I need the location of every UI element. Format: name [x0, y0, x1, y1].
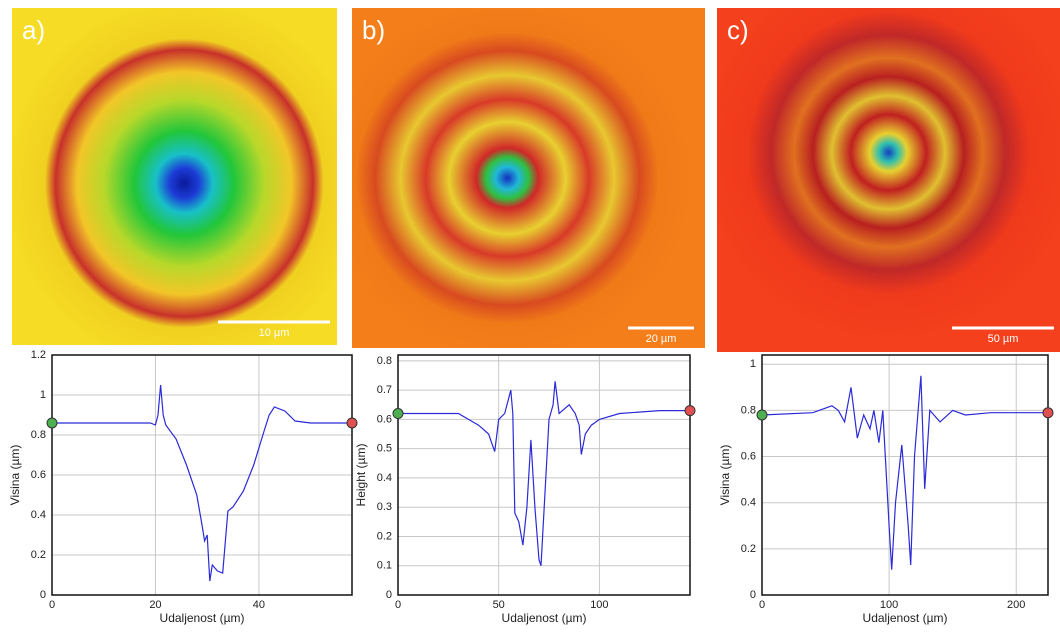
x-axis-title: Udaljenost (µm) — [863, 611, 948, 625]
start-marker — [46, 417, 58, 429]
x-tick-label: 40 — [253, 599, 265, 611]
y-tick-label: 1 — [40, 389, 46, 401]
plot-area — [762, 355, 1048, 595]
surface-image — [717, 8, 1060, 352]
start-marker — [756, 409, 768, 421]
plot-frame — [397, 354, 691, 596]
surface-image — [352, 8, 705, 348]
y-tick-label: 0.2 — [741, 543, 756, 555]
y-axis-title: Visina (µm) — [8, 445, 22, 506]
x-tick-label: 0 — [49, 599, 55, 611]
y-tick-label: 0 — [750, 589, 756, 601]
y-tick-label: 0.4 — [377, 472, 392, 484]
profile-line — [52, 384, 352, 582]
panel-label: b) — [362, 15, 385, 45]
scale-bar-label: 20 µm — [646, 333, 677, 345]
x-axis-title: Udaljenost (µm) — [502, 611, 587, 625]
y-tick-label: 0 — [40, 589, 46, 601]
plot-frame — [51, 354, 353, 596]
y-tick-label: 0.1 — [377, 560, 392, 572]
plot-area — [398, 355, 690, 595]
start-marker — [392, 408, 404, 420]
y-tick-label: 0.6 — [31, 469, 46, 481]
y-tick-label: 1 — [750, 358, 756, 370]
x-tick-label: 0 — [395, 599, 401, 611]
y-tick-label: 0.4 — [741, 497, 756, 509]
x-tick-label: 100 — [590, 599, 608, 611]
y-tick-label: 0.8 — [741, 404, 756, 416]
end-marker — [1042, 407, 1054, 419]
end-marker — [684, 405, 696, 417]
y-tick-label: 0.6 — [741, 450, 756, 462]
y-tick-label: 0.4 — [31, 509, 46, 521]
profile-line — [398, 381, 690, 566]
x-tick-label: 200 — [1007, 599, 1025, 611]
y-axis-title: Height (µm) — [354, 444, 368, 507]
y-tick-label: 0.2 — [377, 530, 392, 542]
end-marker — [346, 417, 358, 429]
scale-bar-label: 50 µm — [988, 333, 1019, 345]
x-axis-title: Udaljenost (µm) — [160, 611, 245, 625]
y-tick-label: 0.3 — [377, 501, 392, 513]
y-axis-title: Visina (µm) — [718, 445, 732, 506]
y-tick-label: 0 — [386, 589, 392, 601]
x-tick-label: 100 — [880, 599, 898, 611]
x-tick-label: 0 — [759, 599, 765, 611]
y-tick-label: 0.8 — [377, 355, 392, 367]
panel-label: c) — [727, 15, 749, 45]
y-tick-label: 0.5 — [377, 443, 392, 455]
y-tick-label: 1.2 — [31, 349, 46, 361]
scale-bar-label: 10 µm — [259, 327, 290, 339]
profile-line — [761, 375, 1048, 570]
x-tick-label: 50 — [493, 599, 505, 611]
y-tick-label: 0.2 — [31, 549, 46, 561]
panel-label: a) — [22, 15, 45, 45]
x-tick-label: 20 — [149, 599, 161, 611]
y-tick-label: 0.8 — [31, 429, 46, 441]
plot-frame — [761, 354, 1049, 596]
y-tick-label: 0.6 — [377, 413, 392, 425]
y-tick-label: 0.7 — [377, 384, 392, 396]
surface-image — [12, 8, 337, 345]
